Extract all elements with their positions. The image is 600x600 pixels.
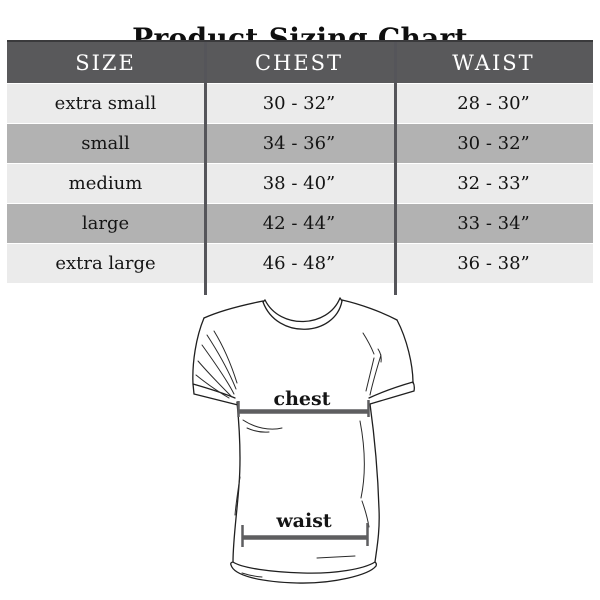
table-row-extra-large: extra large 46 - 48” 36 - 38” xyxy=(7,243,593,283)
shoulder-left-icon xyxy=(203,300,264,319)
collar-caps-icon xyxy=(262,297,343,303)
tshirt-diagram: chest waist xyxy=(192,297,415,584)
shoulder-right-icon xyxy=(341,299,398,321)
column-divider-1 xyxy=(204,42,207,295)
sizing-table: SIZE CHEST WAIST extra small 30 - 32” 28… xyxy=(7,40,593,295)
sleeve-right-icon xyxy=(396,319,414,384)
cuff-left-icon xyxy=(192,383,239,406)
table-row-medium: medium 38 - 40” 32 - 33” xyxy=(7,163,593,203)
chest-label: chest xyxy=(274,388,331,410)
cell-chest: 46 - 48” xyxy=(262,253,336,274)
cell-chest: 42 - 44” xyxy=(262,213,336,234)
table-row-small: small 34 - 36” 30 - 32” xyxy=(7,123,593,163)
fold-left-waist-icon xyxy=(234,476,241,516)
fold-left-sleeve-icon xyxy=(195,330,238,399)
cuff-right-icon xyxy=(368,381,415,405)
cell-waist: 33 - 34” xyxy=(457,213,530,234)
collar-inner-icon xyxy=(264,297,341,323)
cell-size: large xyxy=(81,213,130,234)
fold-hem-icon xyxy=(241,555,356,578)
cell-waist: 32 - 33” xyxy=(457,173,530,194)
cell-chest: 34 - 36” xyxy=(262,133,336,154)
cell-size: extra large xyxy=(55,253,156,274)
cell-chest: 30 - 32” xyxy=(262,93,336,114)
cell-size: medium xyxy=(68,173,143,194)
cell-size: extra small xyxy=(54,93,157,114)
table-header-row: SIZE CHEST WAIST xyxy=(7,42,593,83)
body-right-icon xyxy=(369,403,380,563)
chest-measure-ticks xyxy=(237,400,370,417)
measurement-lines xyxy=(237,400,370,547)
fold-right-side-icon xyxy=(359,420,370,528)
cell-chest: 38 - 40” xyxy=(262,173,336,194)
cell-waist: 30 - 32” xyxy=(457,133,530,154)
collar-outer-icon xyxy=(262,300,343,330)
waist-label: waist xyxy=(275,510,332,532)
header-size: SIZE xyxy=(75,50,136,75)
column-divider-2 xyxy=(394,42,397,295)
header-waist: WAIST xyxy=(452,50,535,75)
sleeve-left-icon xyxy=(192,317,205,385)
tshirt-outline xyxy=(192,297,415,584)
fold-chest-icon xyxy=(242,419,283,433)
fold-right-sleeve-icon xyxy=(362,332,382,396)
table-row-large: large 42 - 44” 33 - 34” xyxy=(7,203,593,243)
header-chest: CHEST xyxy=(254,50,344,75)
cell-waist: 28 - 30” xyxy=(457,93,530,114)
tshirt-fold-lines xyxy=(195,330,382,578)
cell-waist: 36 - 38” xyxy=(457,253,530,274)
table-row-extra-small: extra small 30 - 32” 28 - 30” xyxy=(7,83,593,123)
hem-icon xyxy=(230,561,377,584)
cell-size: small xyxy=(81,133,130,154)
waist-measure-ticks xyxy=(241,523,369,547)
